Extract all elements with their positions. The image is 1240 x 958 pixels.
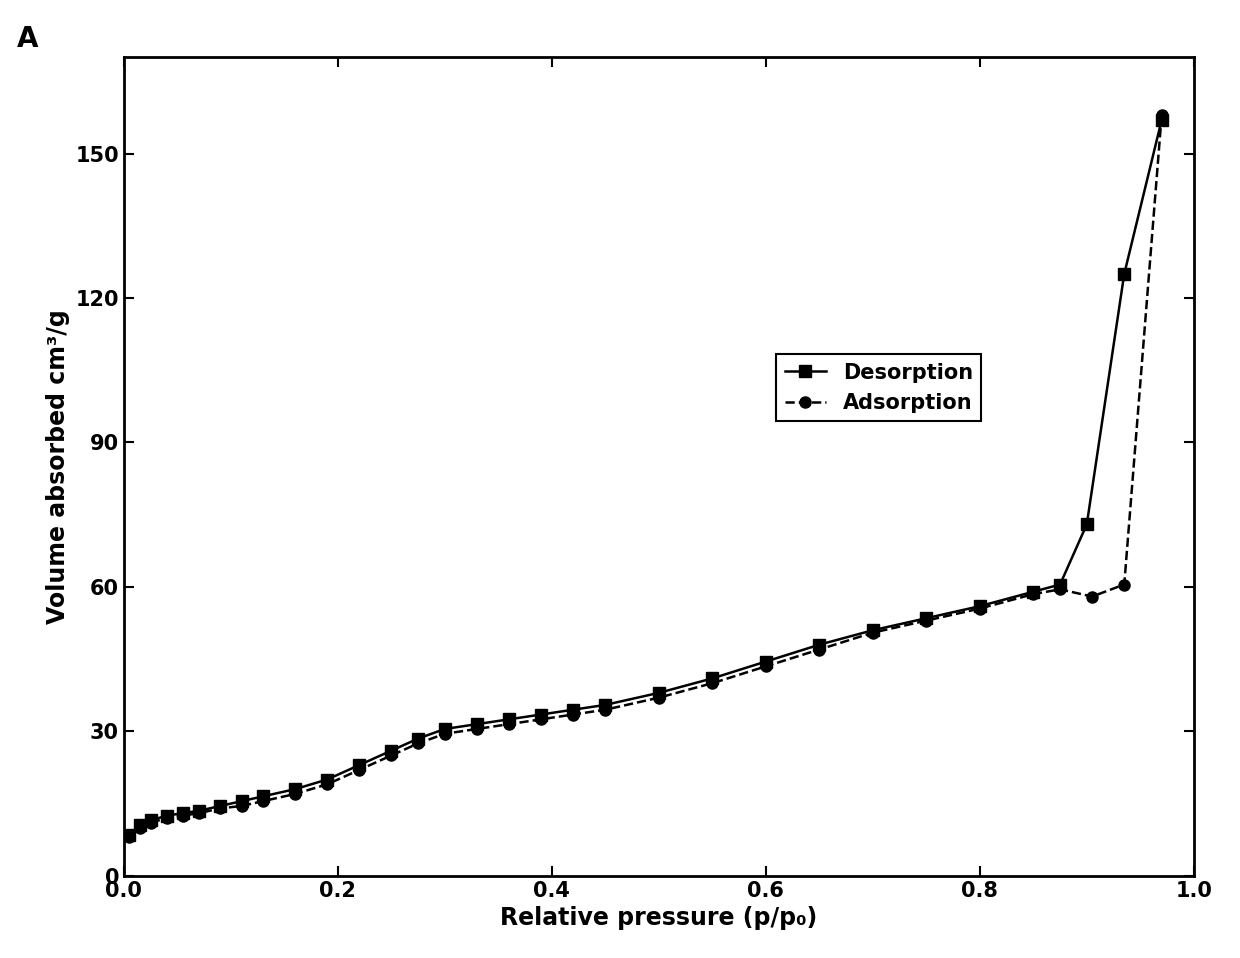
Adsorption xyxy=(565,709,580,720)
Desorption xyxy=(191,805,206,816)
Adsorption xyxy=(352,764,367,776)
Desorption xyxy=(352,760,367,771)
Adsorption xyxy=(234,800,249,811)
Desorption xyxy=(502,714,517,725)
Desorption xyxy=(384,745,399,757)
Adsorption xyxy=(255,795,270,807)
Desorption xyxy=(651,687,666,698)
Desorption xyxy=(812,639,827,650)
Adsorption xyxy=(122,832,136,843)
Adsorption xyxy=(502,718,517,730)
Desorption xyxy=(565,704,580,716)
Desorption xyxy=(255,790,270,802)
Desorption xyxy=(1025,586,1040,598)
Adsorption xyxy=(384,750,399,762)
Desorption xyxy=(159,810,174,821)
Adsorption xyxy=(470,723,485,735)
Desorption xyxy=(234,795,249,807)
Desorption xyxy=(122,829,136,840)
Desorption xyxy=(438,723,453,735)
Y-axis label: Volume absorbed cm³/g: Volume absorbed cm³/g xyxy=(46,309,69,624)
Adsorption xyxy=(133,822,148,833)
Legend: Desorption, Adsorption: Desorption, Adsorption xyxy=(776,354,981,422)
Desorption xyxy=(143,814,157,826)
Desorption xyxy=(470,718,485,730)
Adsorption xyxy=(598,704,613,716)
Adsorption xyxy=(288,788,303,800)
Text: A: A xyxy=(17,25,38,53)
Desorption xyxy=(866,625,880,636)
Adsorption xyxy=(143,817,157,829)
Adsorption xyxy=(1025,588,1040,600)
Adsorption xyxy=(320,779,335,790)
Desorption xyxy=(1117,268,1132,280)
Adsorption xyxy=(1117,579,1132,590)
Line: Desorption: Desorption xyxy=(124,114,1167,840)
Desorption xyxy=(133,819,148,831)
Desorption xyxy=(759,656,774,668)
Adsorption xyxy=(213,803,228,814)
Adsorption xyxy=(1053,583,1068,595)
Adsorption xyxy=(651,692,666,703)
Desorption xyxy=(919,612,934,624)
Desorption xyxy=(175,808,190,819)
Desorption xyxy=(1154,114,1169,125)
Desorption xyxy=(704,673,719,684)
Desorption xyxy=(320,774,335,786)
Adsorption xyxy=(533,714,548,725)
Adsorption xyxy=(1085,591,1100,603)
X-axis label: Relative pressure (p/p₀): Relative pressure (p/p₀) xyxy=(500,906,817,930)
Adsorption xyxy=(1154,109,1169,121)
Adsorption xyxy=(759,661,774,673)
Adsorption xyxy=(175,810,190,821)
Adsorption xyxy=(972,603,987,614)
Desorption xyxy=(972,601,987,612)
Desorption xyxy=(410,733,425,744)
Adsorption xyxy=(410,738,425,749)
Desorption xyxy=(1079,518,1094,530)
Desorption xyxy=(533,709,548,720)
Adsorption xyxy=(866,627,880,638)
Desorption xyxy=(1053,579,1068,590)
Desorption xyxy=(213,800,228,811)
Adsorption xyxy=(438,728,453,740)
Adsorption xyxy=(159,812,174,824)
Desorption xyxy=(598,699,613,711)
Adsorption xyxy=(191,808,206,819)
Adsorption xyxy=(812,644,827,655)
Adsorption xyxy=(919,615,934,627)
Line: Adsorption: Adsorption xyxy=(124,109,1167,843)
Desorption xyxy=(288,784,303,795)
Adsorption xyxy=(704,677,719,689)
